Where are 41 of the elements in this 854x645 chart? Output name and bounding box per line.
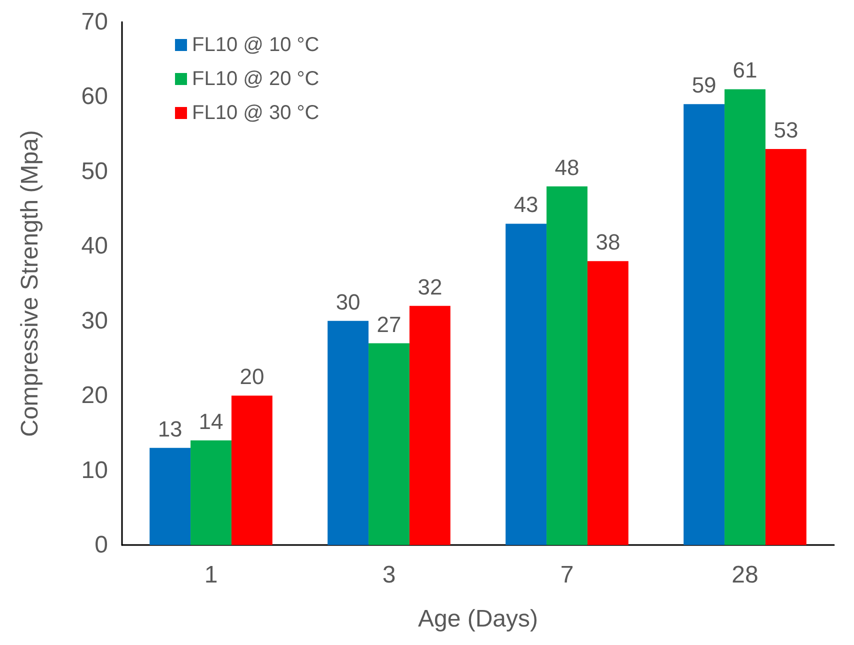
data-label: 20 xyxy=(240,364,264,390)
bar xyxy=(587,261,628,545)
y-axis-title: Compressive Strength (Mpa) xyxy=(16,130,44,437)
data-label: 14 xyxy=(198,408,224,434)
data-label: 27 xyxy=(376,312,402,337)
y-tick-label: 70 xyxy=(81,8,108,36)
x-tick-label: 7 xyxy=(560,562,574,588)
data-label: 32 xyxy=(418,274,442,300)
bar xyxy=(684,104,725,545)
bar xyxy=(724,89,766,545)
y-tick-label: 60 xyxy=(81,83,108,110)
bar xyxy=(765,149,806,545)
bar xyxy=(328,320,369,545)
data-label: 43 xyxy=(514,192,538,218)
y-tick-label: 20 xyxy=(81,382,108,410)
legend-label: FL10 @ 20 °C xyxy=(192,68,320,90)
data-label: 38 xyxy=(596,230,620,255)
bar xyxy=(409,306,450,545)
y-tick-label: 30 xyxy=(81,307,108,334)
y-tick-label: 0 xyxy=(94,532,108,558)
bar xyxy=(231,396,272,545)
bar xyxy=(506,224,547,545)
y-tick-label: 40 xyxy=(81,232,108,260)
bar xyxy=(546,186,588,545)
data-label: 13 xyxy=(158,416,182,442)
y-tick-label: 50 xyxy=(81,158,108,185)
bar xyxy=(368,343,410,545)
bar xyxy=(190,440,232,545)
legend-label: FL10 @ 10 °C xyxy=(192,34,320,56)
data-label: 48 xyxy=(554,154,580,180)
legend-label: FL10 @ 30 °C xyxy=(192,102,320,124)
data-label: 61 xyxy=(732,58,758,83)
bar xyxy=(150,448,191,545)
y-tick-label: 10 xyxy=(81,456,108,484)
data-label: 53 xyxy=(774,118,798,143)
x-tick-label: 28 xyxy=(732,562,758,588)
data-label: 30 xyxy=(336,289,360,314)
data-label: 59 xyxy=(692,72,716,98)
x-tick-label: 3 xyxy=(382,562,396,588)
x-axis-title: Age (Days) xyxy=(418,606,538,632)
x-tick-label: 1 xyxy=(204,562,218,588)
